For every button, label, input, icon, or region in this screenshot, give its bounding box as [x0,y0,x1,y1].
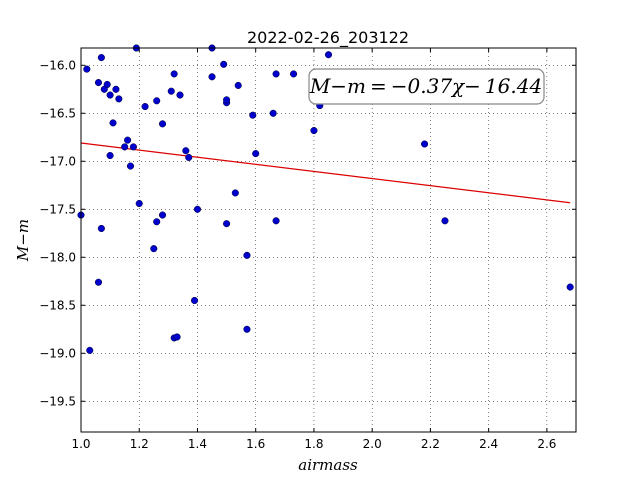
fit-equation-text: M−m = −0.37χ− 16.44 [309,74,542,98]
plot-area: 1.0 1.2 1.4 1.6 1.8 2.0 2.2 2.4 2.6 −16.0−16.5−1… [39,44,577,451]
x-axis-label: airmass [298,456,358,474]
data-point [566,283,574,291]
data-point [220,60,228,68]
data-point [176,91,184,99]
x-tick-label: 1.4 [188,437,207,451]
x-axis-ticks: 1.0 1.2 1.4 1.6 1.8 2.0 2.2 2.4 2.6 [71,48,556,451]
data-point [193,205,202,213]
data-point [234,81,242,89]
data-point [141,103,149,111]
data-point [290,70,298,78]
data-point [83,65,91,73]
data-point [158,211,167,219]
data-point [121,143,129,151]
x-tick-label: 1.8 [304,437,323,451]
data-point [112,85,120,93]
plot-background [81,48,576,432]
y-axis-ticks: −16.0 −16.5 −17.0 −17.5 −18.0 −18.5 −19.0 −19.5 [39,58,576,408]
data-point [129,143,137,151]
data-point [269,109,277,117]
y-tick-label: −18.0 [39,250,76,264]
data-point [231,189,239,197]
data-point [223,220,231,228]
y-axis-label: M−m [14,219,32,262]
data-point [106,151,114,160]
y-tick-label: −18.5 [39,298,76,312]
data-point [272,70,280,78]
data-point [310,127,318,135]
fit-equation-box: M−m = −0.37χ− 16.44 [308,68,545,105]
fit-line [80,142,571,204]
data-point [324,51,333,59]
data-point [115,95,123,103]
chart-title: 2022-02-26_203122 [247,28,409,48]
plot-frame [80,47,577,433]
y-tick-label: −19.0 [39,346,76,360]
data-point [153,97,161,105]
data-point [158,120,167,128]
data-point [97,224,105,233]
x-tick-label: 1.0 [71,437,90,451]
data-point [124,136,132,144]
fit-layer [80,142,571,204]
data-point [182,147,190,155]
data-point [170,70,178,78]
data-point [421,140,429,148]
data-point [126,162,135,170]
x-tick-label: 2.4 [479,437,498,451]
data-point [243,325,251,333]
y-tick-label: −16.5 [39,106,76,120]
x-tick-label: 2.0 [363,437,382,451]
data-point [252,150,260,158]
data-point [97,54,105,62]
y-tick-label: −19.5 [39,394,76,408]
y-tick-label: −16.0 [39,58,76,72]
data-point [150,245,158,253]
data-point [109,119,117,127]
data-point [243,251,251,259]
x-tick-label: 1.6 [246,437,265,451]
data-point [185,153,193,161]
x-tick-label: 2.2 [421,437,440,451]
data-point [191,296,199,305]
data-point [103,80,111,89]
data-point [173,333,181,341]
data-point [441,217,449,225]
data-point [223,96,231,104]
y-tick-label: −17.5 [39,202,76,216]
x-tick-label: 2.6 [537,437,556,451]
data-point [153,218,161,226]
y-tick-label: −17.0 [39,154,76,168]
data-point [94,79,103,87]
data-point [94,278,103,286]
data-points [77,44,574,354]
grid [80,48,576,432]
data-point [249,111,257,119]
data-point [135,199,143,208]
data-point [208,73,216,81]
data-point [86,346,94,354]
data-point [167,87,175,95]
x-tick-label: 1.2 [130,437,149,451]
fit-equation-frame [308,68,545,105]
data-point [106,91,114,99]
data-point [272,217,280,225]
